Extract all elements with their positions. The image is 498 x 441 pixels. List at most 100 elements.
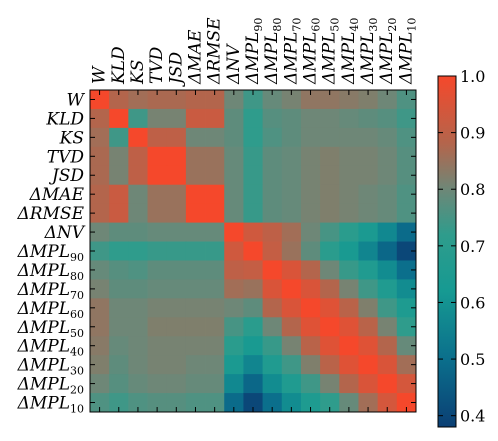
heatmap-cell	[90, 90, 110, 110]
heatmap-cell	[185, 165, 206, 186]
colorbar-tick-label: 0.7	[460, 237, 485, 256]
colorbar-frame	[437, 75, 457, 428]
heatmap-cell	[300, 203, 321, 223]
heatmap-cell	[128, 393, 148, 413]
heatmap-cell	[147, 184, 168, 205]
heatmap-cell	[166, 374, 187, 394]
heatmap-cell	[339, 108, 359, 129]
heatmap-cell	[339, 127, 359, 148]
heatmap-cell	[262, 184, 283, 205]
heatmap-cell	[339, 165, 359, 186]
heatmap-cell	[358, 184, 379, 205]
heatmap-cell	[262, 260, 283, 280]
heatmap-cell	[358, 317, 379, 337]
heatmap-cell	[300, 393, 321, 413]
y-tick-label: ΔMPL30	[17, 356, 84, 378]
heatmap-cell	[377, 393, 398, 413]
heatmap-cell	[205, 146, 225, 167]
heatmap-cell	[320, 393, 340, 413]
heatmap-cell	[396, 146, 417, 167]
heatmap-cell	[224, 146, 244, 167]
heatmap-cell	[128, 108, 148, 129]
heatmap-cell	[377, 260, 398, 280]
heatmap-cell	[166, 241, 187, 261]
heatmap-cell	[281, 222, 302, 242]
heatmap-cell	[128, 203, 148, 223]
heatmap-cell	[281, 260, 302, 280]
heatmap-cell	[147, 90, 168, 110]
x-axis-labels: W KLD KS TVD JSD ΔMAE ΔRMSE ΔNV ΔMPL90ΔMPL80ΔMPL…	[90, 17, 419, 87]
heatmap-cell	[166, 184, 187, 205]
heatmap-cell	[128, 355, 148, 375]
heatmap-cell	[358, 241, 379, 261]
heatmap-cell	[109, 146, 129, 167]
x-tick-label: W	[90, 65, 110, 84]
heatmap-cell	[205, 260, 225, 280]
heatmap-cell	[109, 241, 129, 261]
heatmap-cell	[320, 317, 340, 337]
heatmap-cell	[377, 336, 398, 356]
heatmap-cell	[243, 317, 263, 337]
heatmap-cell	[166, 203, 187, 223]
heatmap-cell	[147, 108, 168, 129]
heatmap-cell	[128, 374, 148, 394]
heatmap-cell	[224, 165, 244, 186]
heatmap-cell	[205, 165, 225, 186]
heatmap-cell	[205, 90, 225, 110]
heatmap-cell	[396, 298, 417, 318]
heatmap-cell	[281, 279, 302, 299]
heatmap-cell	[205, 317, 225, 337]
x-tick-label: ΔMPL40	[339, 18, 361, 85]
heatmap-cell	[358, 279, 379, 299]
heatmap-cell	[205, 108, 225, 129]
heatmap-cell	[396, 203, 417, 223]
heatmap-cell	[262, 127, 283, 148]
heatmap-cell	[90, 279, 110, 299]
heatmap-cell	[109, 355, 129, 375]
heatmap-cell	[147, 374, 168, 394]
heatmap-cell	[396, 317, 417, 337]
heatmap-cell	[90, 127, 110, 148]
heatmap-cell	[281, 298, 302, 318]
heatmap-cell	[320, 184, 340, 205]
heatmap-cell	[281, 203, 302, 223]
x-tick-label: ΔMPL50	[320, 18, 342, 85]
colorbar-gradient	[438, 76, 456, 427]
heatmap-cell	[243, 184, 263, 205]
heatmap-cell	[262, 146, 283, 167]
heatmap-cell	[90, 317, 110, 337]
colorbar: 1.0 0.9 0.8 0.7 0.6 0.5 0.4	[437, 67, 485, 428]
heatmap-cell	[224, 317, 244, 337]
y-tick-label: ΔMPL60	[17, 299, 84, 321]
heatmap-cell	[185, 203, 206, 223]
heatmap-cell	[109, 393, 129, 413]
heatmap-cell	[262, 108, 283, 129]
heatmap-cell	[185, 317, 206, 337]
heatmap-cell	[147, 279, 168, 299]
heatmap-cell	[281, 184, 302, 205]
x-tick-label: ΔMPL20	[377, 18, 399, 85]
heatmap-cell	[109, 260, 129, 280]
heatmap-cell	[166, 146, 187, 167]
heatmap-cell	[339, 222, 359, 242]
heatmap-cell	[166, 260, 187, 280]
heatmap-cell	[262, 165, 283, 186]
heatmap-cell	[262, 279, 283, 299]
x-tick-label: ΔMPL80	[262, 18, 284, 85]
heatmap-cell	[109, 336, 129, 356]
heatmap-cell	[339, 336, 359, 356]
y-tick-label: ΔMPL90	[17, 242, 84, 264]
heatmap-cell	[128, 146, 148, 167]
heatmap-cell	[320, 241, 340, 261]
heatmap-cell	[243, 241, 263, 261]
heatmap-cell	[109, 108, 129, 129]
heatmap-cell	[339, 279, 359, 299]
heatmap-cell	[377, 203, 398, 223]
heatmap-cell	[339, 146, 359, 167]
heatmap-cell	[109, 298, 129, 318]
heatmap-cell	[262, 393, 283, 413]
heatmap-cell	[224, 260, 244, 280]
heatmap-cell	[339, 241, 359, 261]
heatmap-cell	[185, 184, 206, 205]
y-tick-label: ΔMPL80	[17, 261, 84, 283]
